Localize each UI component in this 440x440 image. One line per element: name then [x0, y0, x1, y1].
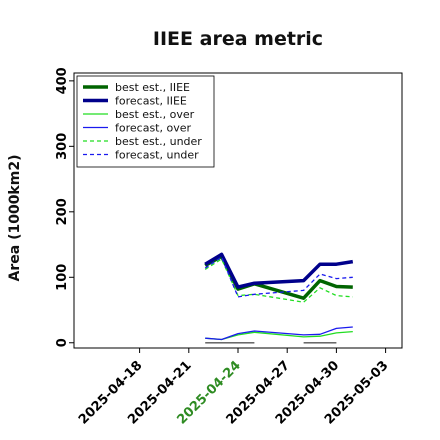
chart-title: IIEE area metric	[153, 28, 323, 50]
legend-label: forecast, over	[115, 122, 191, 135]
series-line-1	[204, 252, 354, 289]
series-line-3	[205, 326, 353, 341]
legend-label: forecast, under	[115, 149, 199, 162]
y-tick-label: 0	[55, 338, 70, 347]
series-line-4	[204, 258, 353, 303]
y-tick-label: 400	[55, 67, 70, 94]
y-tick-label: 200	[55, 198, 70, 225]
legend-label: best est., over	[115, 108, 195, 121]
y-axis: 0 100 200 300 400	[55, 67, 74, 347]
y-axis-label: Area (1000km2)	[7, 155, 23, 282]
y-tick-label: 300	[55, 133, 70, 160]
legend-label: forecast, IIEE	[115, 95, 187, 108]
legend-label: best est., under	[115, 135, 202, 148]
legend-box	[76, 75, 215, 168]
legend-label: best est., IIEE	[115, 81, 190, 94]
series-layer	[204, 252, 354, 344]
y-tick-label: 100	[55, 264, 70, 291]
x-axis: 2025-04-182025-04-212025-04-242025-04-27…	[76, 348, 391, 428]
